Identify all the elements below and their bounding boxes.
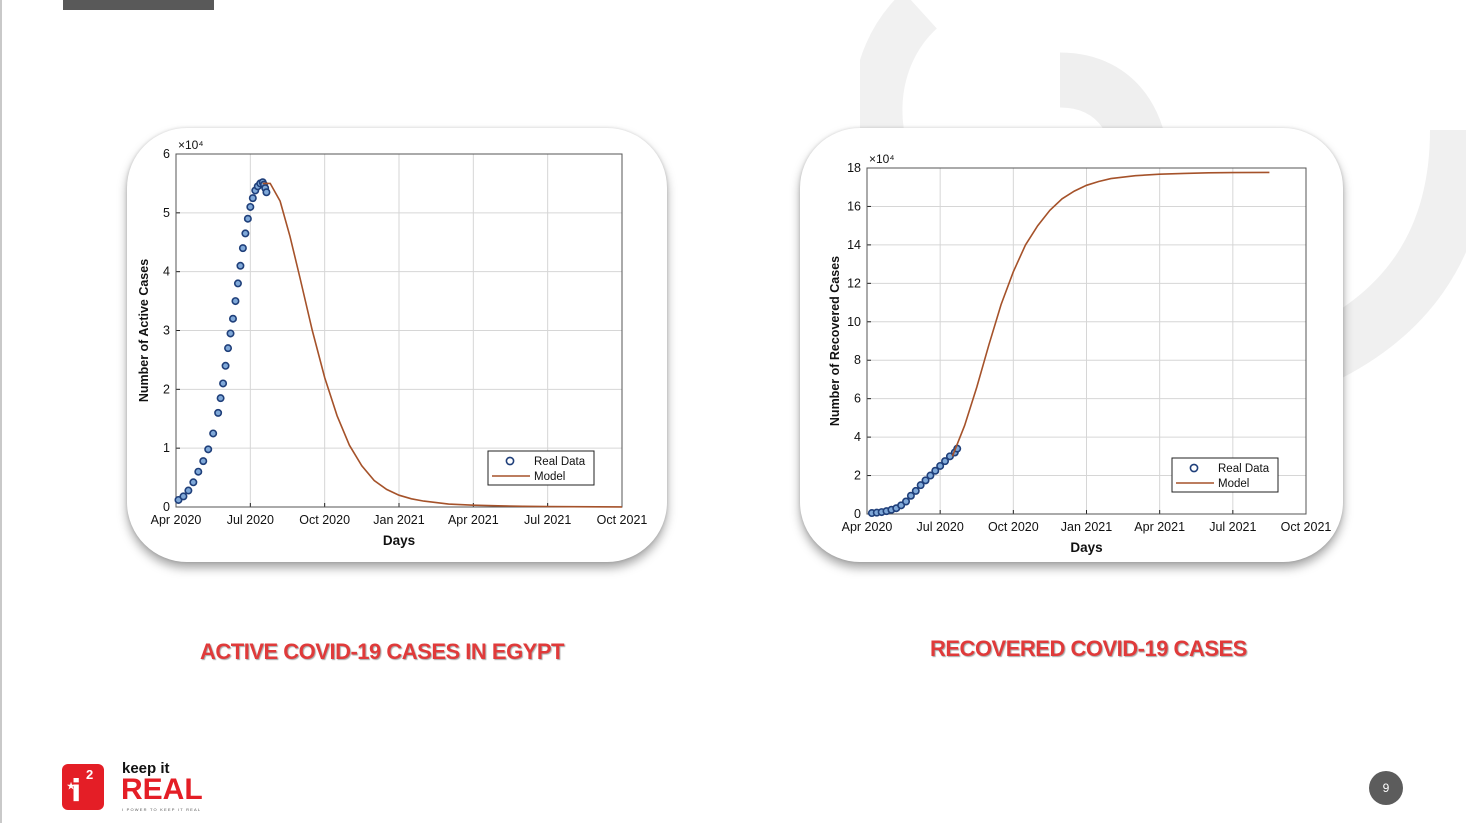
x-tick-label: Oct 2020 xyxy=(988,520,1039,534)
x-tick-label: Jul 2020 xyxy=(917,520,964,534)
recovered-cases-caption: RECOVERED COVID-19 CASES xyxy=(930,636,1247,661)
y-tick-label: 14 xyxy=(847,238,861,252)
y-tick-label: 4 xyxy=(854,430,861,444)
y-tick-label: 2 xyxy=(163,382,170,396)
legend-box xyxy=(1171,457,1279,493)
real-data-point xyxy=(194,467,203,476)
x-tick-label: Oct 2020 xyxy=(299,513,350,527)
x-axis-label: Days xyxy=(383,533,415,548)
x-tick-label: Oct 2021 xyxy=(597,513,648,527)
active-cases-caption: ACTIVE COVID-19 CASES IN EGYPT xyxy=(200,639,564,664)
real-data-point xyxy=(236,261,245,270)
logo-badge-superscript: 2 xyxy=(86,767,94,782)
real-data-point xyxy=(179,492,188,501)
y-tick-label: 10 xyxy=(847,315,861,329)
x-tick-label: Jul 2021 xyxy=(524,513,571,527)
real-data-point xyxy=(184,486,193,495)
y-tick-label: 12 xyxy=(847,276,861,290)
real-data-point xyxy=(233,279,242,288)
real-data-point xyxy=(189,478,198,487)
x-tick-label: Jul 2021 xyxy=(1209,520,1256,534)
real-data-point xyxy=(248,194,257,203)
legend-label-model: Model xyxy=(1218,478,1249,490)
real-data-point xyxy=(931,466,940,475)
y-tick-label: 4 xyxy=(163,265,170,279)
real-data-point xyxy=(228,314,237,323)
y-tick-label: 6 xyxy=(163,147,170,161)
x-tick-label: Apr 2021 xyxy=(1134,520,1185,534)
y-tick-label: 0 xyxy=(854,507,861,521)
real-data-point xyxy=(906,491,915,500)
real-data-point xyxy=(221,361,230,370)
logo-line1: keep it xyxy=(122,760,170,777)
model-series-line xyxy=(262,182,623,508)
real-data-point xyxy=(902,497,911,506)
model-series-line xyxy=(951,171,1270,457)
y-axis-label: Number of Active Cases xyxy=(137,259,151,402)
real-data-point xyxy=(238,244,247,253)
y-axis-label: Number of Recovered Cases xyxy=(828,256,842,426)
recovered-cases-chart-card: Apr 2020 Jul 2020 Oct 2020 Jan 2021 Apr 2021… xyxy=(800,128,1343,562)
top-accent-bar xyxy=(63,0,214,10)
legend-label-model: Model xyxy=(534,471,565,483)
x-tick-label: Jan 2021 xyxy=(1061,520,1112,534)
real-data-point xyxy=(926,471,935,480)
recovered-cases-chart: Apr 2020 Jul 2020 Oct 2020 Jan 2021 Apr 2021… xyxy=(828,152,1332,555)
legend-box xyxy=(487,450,595,486)
real-data-point xyxy=(226,329,235,338)
y-multiplier: ×10⁴ xyxy=(178,138,204,152)
active-cases-chart-card: Apr 2020 Jul 2020 Oct 2020 Jan 2021 Apr 2021… xyxy=(127,128,667,562)
legend-label-real-data: Real Data xyxy=(534,456,586,468)
x-tick-label: Apr 2020 xyxy=(842,520,893,534)
legend-real-data-marker xyxy=(1189,463,1199,473)
real-data-point xyxy=(916,481,925,490)
x-axis-label: Days xyxy=(1070,540,1102,555)
legend-real-data-marker xyxy=(505,456,515,466)
x-tick-label: Jan 2021 xyxy=(373,513,424,527)
page-number-badge: 9 xyxy=(1369,771,1403,805)
y-tick-label: 2 xyxy=(854,469,861,483)
y-multiplier: ×10⁴ xyxy=(869,152,895,166)
y-tick-label: 8 xyxy=(854,353,861,367)
x-tick-label: Apr 2020 xyxy=(151,513,202,527)
real-data-point xyxy=(246,202,255,211)
real-data-point xyxy=(219,379,228,388)
legend-label-real-data: Real Data xyxy=(1218,463,1270,475)
real-data-point xyxy=(224,344,233,353)
x-tick-label: Apr 2021 xyxy=(448,513,499,527)
real-data-point xyxy=(936,461,945,470)
logo-badge-icon: ★ i 2 xyxy=(62,764,104,810)
y-tick-label: 0 xyxy=(163,500,170,514)
star-icon: ★ xyxy=(67,781,76,791)
real-data-point xyxy=(199,457,208,466)
real-data-point xyxy=(214,408,223,417)
real-data-point xyxy=(262,188,271,197)
real-data-point xyxy=(204,445,213,454)
real-data-point xyxy=(921,476,930,485)
logo-line2: REAL xyxy=(121,773,203,806)
logo-tagline: I POWER TO KEEP IT REAL xyxy=(122,807,202,812)
plot-frame xyxy=(175,153,623,508)
real-data-point xyxy=(941,457,950,466)
y-tick-label: 5 xyxy=(163,206,170,220)
real-data-point xyxy=(216,394,225,403)
y-tick-label: 6 xyxy=(854,392,861,406)
logo-badge-letter: i xyxy=(71,774,82,809)
y-tick-label: 1 xyxy=(163,441,170,455)
plot-frame xyxy=(866,167,1307,515)
x-tick-label: Jul 2020 xyxy=(227,513,274,527)
left-edge-rule xyxy=(0,0,2,823)
real-data-point xyxy=(241,229,250,238)
real-data-point xyxy=(209,429,218,438)
keep-it-real-logo: ★ i 2 keep it REAL I POWER TO KEEP IT RE… xyxy=(62,760,222,816)
active-cases-chart: Apr 2020 Jul 2020 Oct 2020 Jan 2021 Apr 2021… xyxy=(137,138,648,548)
real-data-point xyxy=(243,214,252,223)
y-tick-label: 3 xyxy=(163,324,170,338)
real-data-point xyxy=(231,297,240,306)
x-tick-label: Oct 2021 xyxy=(1281,520,1332,534)
real-data-point xyxy=(911,486,920,495)
y-tick-label: 16 xyxy=(847,199,861,213)
y-tick-label: 18 xyxy=(847,161,861,175)
